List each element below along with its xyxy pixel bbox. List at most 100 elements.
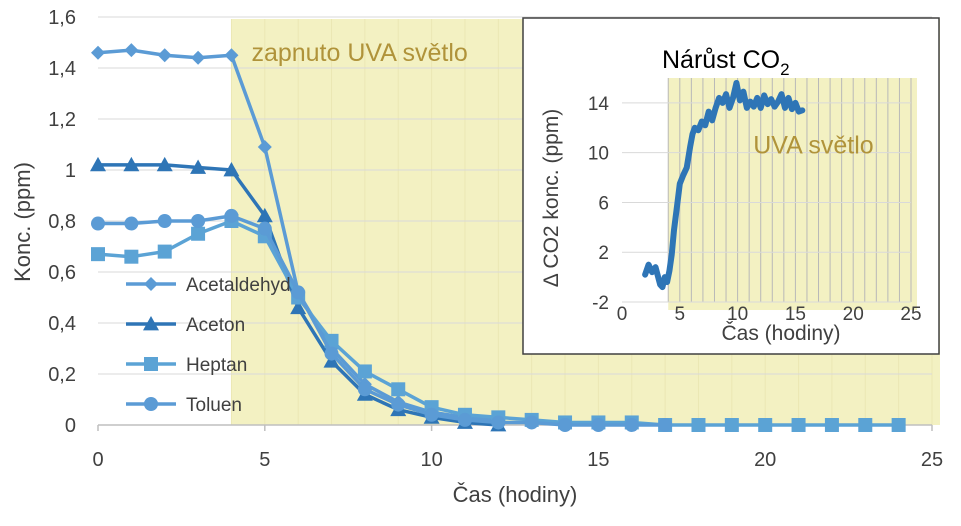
point-acetaldehyd <box>157 48 172 63</box>
inset-title-subscript: 2 <box>780 60 789 79</box>
main-y-tick-label: 0,8 <box>48 211 76 233</box>
point-heptan <box>758 418 773 432</box>
inset-x-tick-labels: 0 5 10 15 20 25 <box>617 304 922 325</box>
point-toluen <box>491 415 506 430</box>
main-y-tick-label: 1,6 <box>48 7 76 29</box>
main-x-tick-label: 5 <box>259 449 270 471</box>
point-co2 <box>730 95 736 101</box>
point-toluen <box>291 285 306 300</box>
point-heptan <box>791 418 806 432</box>
point-co2 <box>669 252 675 258</box>
point-co2 <box>695 127 701 133</box>
point-acetaldehyd <box>191 50 206 65</box>
point-co2 <box>761 92 767 98</box>
point-co2 <box>674 199 680 205</box>
inset-y-axis-title: Δ CO2 konc. (ppm) <box>540 109 563 288</box>
point-co2 <box>765 101 771 107</box>
point-toluen <box>391 397 406 412</box>
point-heptan <box>858 418 873 432</box>
point-co2 <box>768 96 774 102</box>
inset-x-tick-label: 25 <box>900 304 921 325</box>
main-series-group <box>90 43 906 432</box>
point-co2 <box>754 95 760 101</box>
point-co2 <box>699 119 705 125</box>
point-heptan <box>357 364 372 379</box>
point-aceton <box>223 162 240 177</box>
point-acetaldehyd <box>91 45 105 60</box>
main-x-tick-label: 0 <box>92 449 103 471</box>
point-toluen <box>357 382 372 397</box>
point-heptan <box>391 382 406 397</box>
point-co2 <box>646 262 652 268</box>
legend-swatch-marker <box>143 316 159 331</box>
point-aceton <box>190 159 207 174</box>
point-toluen <box>624 418 639 432</box>
point-co2 <box>671 227 677 233</box>
inset-y-tick-label: 2 <box>598 243 609 264</box>
main-x-tick-label: 10 <box>420 449 442 471</box>
point-co2 <box>713 105 719 111</box>
point-co2 <box>664 279 670 285</box>
legend-swatch-marker <box>144 357 158 371</box>
point-acetaldehyd <box>224 48 239 63</box>
legend-item-acetaldehyd: Acetaldehyd <box>126 275 291 296</box>
point-co2 <box>772 104 778 110</box>
inset-x-tick-label: 0 <box>617 304 628 325</box>
point-toluen <box>157 214 172 228</box>
point-co2 <box>716 95 722 101</box>
point-co2 <box>655 273 661 279</box>
point-heptan <box>691 418 706 432</box>
inset-series-group <box>642 79 806 291</box>
main-y-tick-labels: 0 0,2 0,4 0,6 0,8 1 1,2 1,4 1,6 <box>48 7 76 437</box>
point-aceton <box>290 299 307 315</box>
point-co2 <box>779 91 785 97</box>
main-y-tick-label: 1,2 <box>48 109 76 131</box>
point-toluen <box>457 412 472 427</box>
point-co2 <box>684 165 690 171</box>
point-co2 <box>687 143 693 149</box>
point-co2 <box>740 89 746 95</box>
point-acetaldehyd <box>257 140 272 155</box>
point-co2 <box>744 105 750 111</box>
uva-on-annotation: zapnuto UVA světlo <box>251 39 467 67</box>
point-co2 <box>702 122 708 128</box>
inset-x-tick-label: 5 <box>675 304 686 325</box>
point-co2 <box>727 105 733 111</box>
point-co2 <box>653 264 659 270</box>
inset-title: Nárůst CO2 <box>662 46 790 79</box>
series-toluen <box>91 208 673 432</box>
inset-title-main: Nárůst CO <box>662 46 780 74</box>
point-heptan <box>891 418 906 432</box>
main-y-tick-label: 1 <box>65 160 76 182</box>
main-x-tick-label: 25 <box>921 449 943 471</box>
point-acetaldehyd <box>124 43 139 58</box>
point-co2 <box>659 284 665 290</box>
legend-label-toluen: Toluen <box>186 395 242 416</box>
main-y-tick-label: 0 <box>65 415 76 437</box>
point-co2 <box>720 100 726 106</box>
point-co2 <box>692 125 698 131</box>
series-co2 <box>642 79 806 291</box>
legend-label-acetaldehyd: Acetaldehyd <box>186 275 291 296</box>
legend-label-aceton: Aceton <box>186 315 245 336</box>
point-co2 <box>706 109 712 115</box>
inset-y-tick-label: 10 <box>588 144 609 165</box>
point-co2 <box>792 100 798 106</box>
point-toluen <box>91 216 105 231</box>
point-co2 <box>723 91 729 97</box>
point-toluen <box>191 214 206 228</box>
main-y-tick-label: 0,4 <box>48 313 76 335</box>
point-co2 <box>642 272 648 278</box>
main-x-tick-label: 15 <box>587 449 609 471</box>
legend-item-toluen: Toluen <box>126 395 242 416</box>
point-aceton <box>156 156 173 172</box>
inset-gridlines <box>622 78 912 303</box>
legend: Acetaldehyd Aceton Heptan Toluen <box>126 275 291 416</box>
main-y-tick-label: 1,4 <box>48 58 76 80</box>
inset-x-tick-label: 10 <box>727 304 748 325</box>
point-co2 <box>677 181 683 187</box>
point-co2 <box>709 117 715 123</box>
